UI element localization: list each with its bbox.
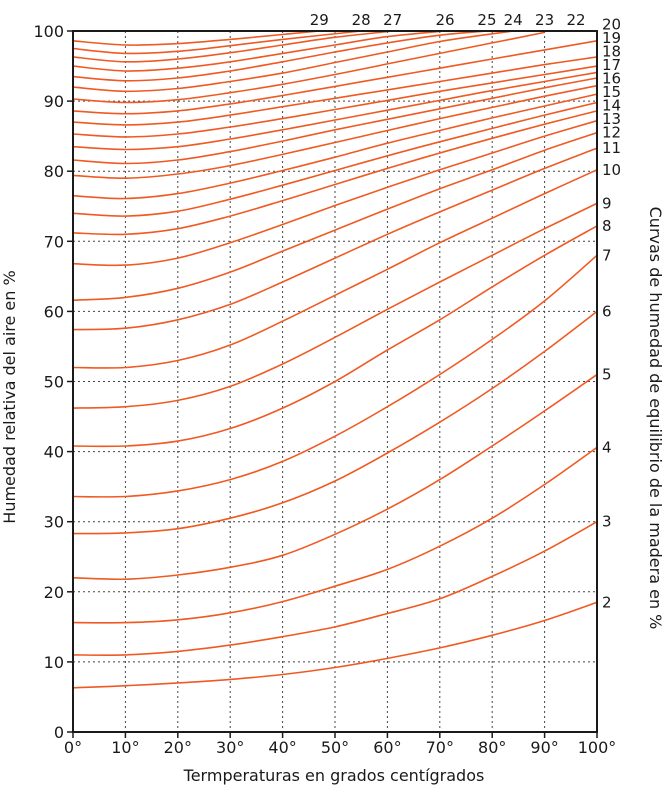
moisture-curves: [72, 30, 598, 689]
curve-15: [72, 101, 598, 217]
y-tick-label: 80: [44, 162, 64, 181]
y-axis-ticks: 0 10 20 30 40 50 60 70 80 90 100: [33, 22, 73, 742]
curve-29: [72, 30, 320, 46]
curve-4: [72, 446, 598, 624]
curve-label-13: 13: [602, 110, 621, 128]
curve-label-25: 25: [477, 11, 496, 29]
curve-label-10: 10: [602, 161, 621, 179]
curve-label-24: 24: [504, 11, 523, 29]
curve-18: [72, 77, 598, 165]
curve-9: [72, 202, 598, 409]
curve-label-11: 11: [602, 139, 621, 157]
curve-label-9: 9: [602, 194, 612, 212]
curve-24: [72, 30, 514, 93]
x-axis-ticks: 0° 10° 20° 30° 40° 50° 60° 70° 80° 90° 100°: [64, 732, 616, 757]
curve-7: [72, 254, 598, 498]
curve-label-27: 27: [383, 11, 402, 29]
curve-26: [72, 30, 446, 72]
x-tick-label: 50°: [321, 738, 349, 757]
curve-label-4: 4: [602, 438, 612, 456]
curve-3: [72, 521, 598, 656]
y-axis-title: Humedad relativa del aire en %: [0, 270, 19, 523]
x-tick-label: 70°: [426, 738, 454, 757]
y-tick-label: 90: [44, 92, 64, 111]
curve-12: [72, 131, 598, 301]
y-tick-label: 50: [44, 373, 64, 392]
curve-label-20: 20: [602, 16, 621, 34]
curve-8: [72, 225, 598, 448]
curve-22: [72, 40, 598, 115]
curve-11: [72, 147, 598, 331]
curve-label-15: 15: [602, 83, 621, 101]
curve-label-14: 14: [602, 97, 621, 115]
x-tick-label: 60°: [373, 738, 401, 757]
x-tick-label: 20°: [164, 738, 192, 757]
y-tick-label: 20: [44, 583, 64, 602]
curve-label-17: 17: [602, 56, 621, 74]
y2-axis-title: Curvas de humedad de equilibrio de la ma…: [646, 207, 662, 630]
curve-label-3: 3: [602, 513, 612, 531]
curve-label-16: 16: [602, 70, 621, 88]
curve-16: [72, 93, 598, 200]
curve-label-28: 28: [352, 11, 371, 29]
curve-label-19: 19: [602, 29, 621, 47]
curve-2: [72, 601, 598, 689]
curve-label-23: 23: [535, 11, 554, 29]
curve-21: [72, 56, 598, 126]
curve-25: [72, 30, 488, 82]
y-tick-label: 70: [44, 232, 64, 251]
x-tick-label: 40°: [268, 738, 296, 757]
y-tick-label: 0: [54, 723, 64, 742]
curve-6: [72, 310, 598, 535]
curve-label-2: 2: [602, 593, 612, 611]
curve-label-5: 5: [602, 365, 612, 383]
curve-28: [72, 30, 362, 55]
curve-label-22: 22: [566, 11, 585, 29]
curve-13: [72, 119, 598, 267]
curve-14: [72, 110, 598, 236]
x-tick-label: 30°: [216, 738, 244, 757]
x-tick-label: 80°: [478, 738, 506, 757]
x-tick-label: 0°: [64, 738, 82, 757]
curve-label-8: 8: [602, 217, 612, 235]
curve-label-26: 26: [435, 11, 454, 29]
curve-17: [72, 84, 598, 180]
y-tick-label: 40: [44, 443, 64, 462]
curve-23: [72, 31, 545, 104]
y-tick-label: 30: [44, 513, 64, 532]
curve-label-7: 7: [602, 246, 612, 264]
curve-20: [72, 65, 598, 138]
curve-label-29: 29: [310, 11, 329, 29]
curve-27: [72, 30, 393, 63]
curve-10: [72, 169, 598, 369]
curve-label-6: 6: [602, 302, 612, 320]
curve-label-12: 12: [602, 124, 621, 142]
x-axis-title: Termperaturas en grados centígrados: [183, 766, 485, 785]
y-tick-label: 10: [44, 653, 64, 672]
curve-5: [72, 373, 598, 581]
curve-labels: 2345678910111213141516171819202223242526…: [310, 11, 621, 611]
y-tick-label: 100: [33, 22, 64, 41]
x-tick-label: 100°: [578, 738, 617, 757]
curve-19: [72, 71, 598, 151]
y-tick-label: 60: [44, 302, 64, 321]
x-tick-label: 90°: [530, 738, 558, 757]
x-tick-label: 10°: [111, 738, 139, 757]
curve-label-18: 18: [602, 43, 621, 61]
